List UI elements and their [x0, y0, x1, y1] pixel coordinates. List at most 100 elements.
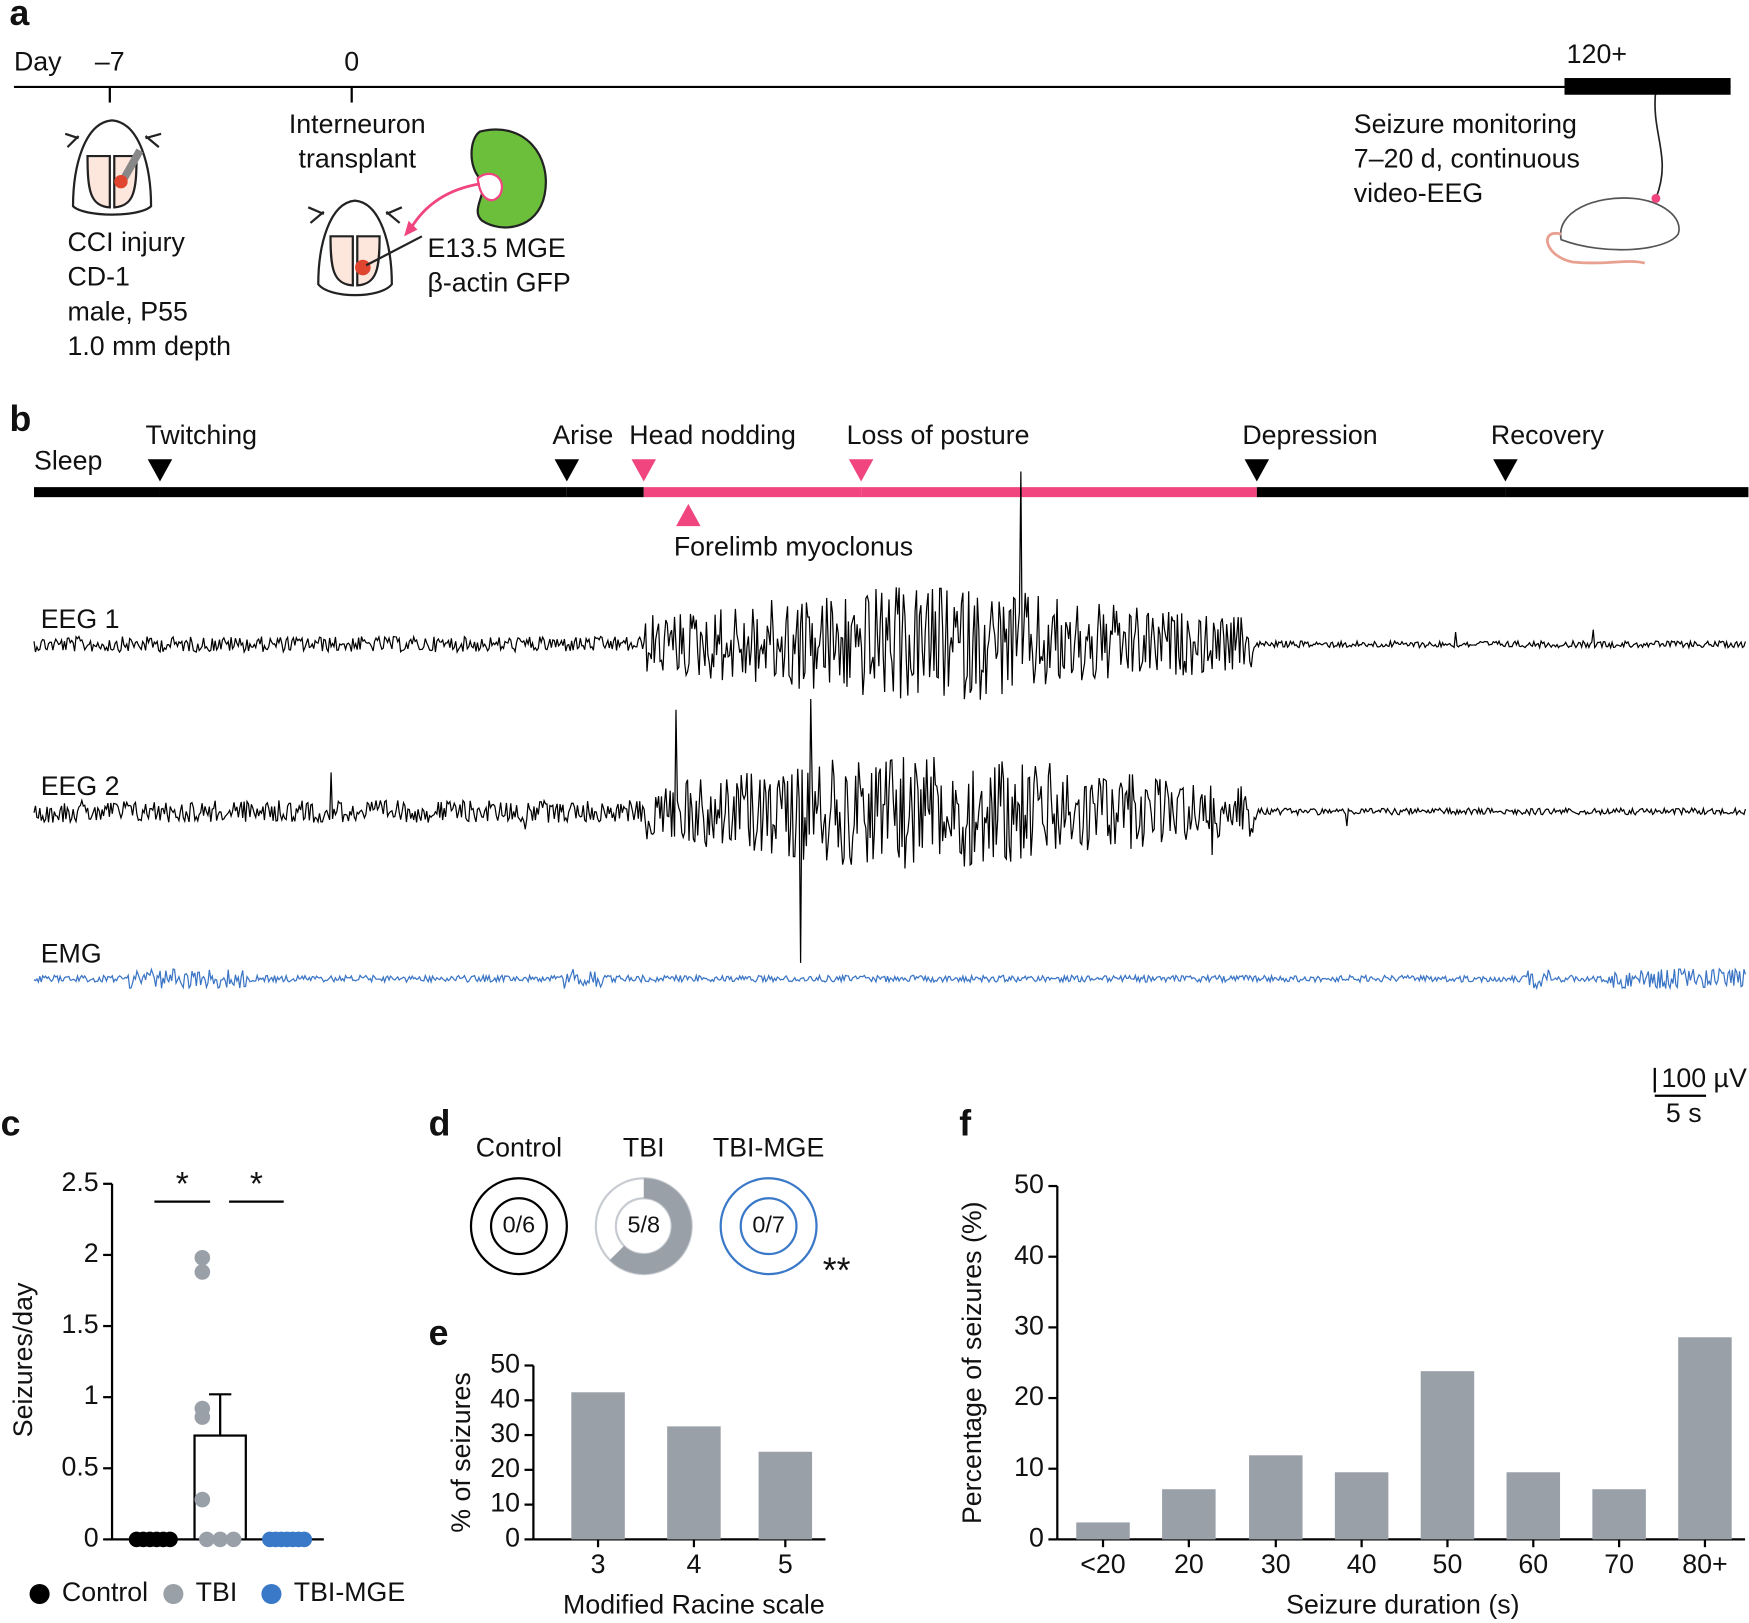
data-point [194, 1249, 211, 1266]
donut-inner [489, 1197, 548, 1256]
mouse-icon [1546, 89, 1680, 265]
panel-letter: b [9, 399, 31, 439]
state-segment [566, 487, 644, 498]
event-marker [631, 459, 657, 482]
y-axis-label: Seizures/day [8, 1282, 38, 1437]
trace-label: EEG 2 [41, 771, 120, 801]
y-tick-label: 0 [505, 1522, 520, 1552]
event-label: Loss of posture [847, 420, 1030, 450]
annotation: Seizure monitoring [1354, 109, 1577, 139]
y-tick-label: 10 [1014, 1452, 1044, 1482]
event-label: Depression [1242, 420, 1377, 450]
y-tick-label: 50 [1014, 1169, 1044, 1199]
event-marker [676, 503, 701, 527]
event-marker [1493, 459, 1518, 482]
y-tick-label: 20 [1014, 1381, 1044, 1411]
mouse-head-icon [64, 119, 162, 216]
y-tick-label: 0.5 [61, 1451, 98, 1481]
annotation: 7–20 d, continuous [1354, 144, 1580, 174]
bar [1420, 1371, 1475, 1540]
event-label: Head nodding [629, 420, 796, 450]
state-segment [159, 487, 567, 498]
donut-label: 0/7 [752, 1211, 785, 1237]
trace-label: EMG [41, 938, 102, 968]
x-axis-label: Seizure duration (s) [1286, 1589, 1519, 1619]
donut-label: 5/8 [627, 1211, 660, 1237]
x-tick-label: 30 [1261, 1549, 1291, 1579]
donut-segment [609, 1178, 692, 1275]
panel-letter: f [959, 1103, 971, 1143]
bar [1334, 1472, 1389, 1540]
y-tick-label: 2.5 [61, 1167, 98, 1197]
y-tick-label: 50 [490, 1349, 520, 1379]
x-tick-label: 5 [778, 1549, 793, 1579]
bar [1678, 1337, 1732, 1540]
legend-label: Control [62, 1577, 148, 1607]
annotation: CD-1 [67, 262, 129, 292]
x-tick-label: 60 [1518, 1549, 1548, 1579]
donut-label: 0/6 [503, 1211, 536, 1237]
legend-marker [163, 1583, 184, 1605]
data-point [194, 1264, 211, 1280]
scale-label: 5 s [1666, 1098, 1702, 1128]
group-label: TBI-MGE [713, 1132, 824, 1162]
significance-label: ** [823, 1250, 851, 1290]
bar [1592, 1489, 1646, 1540]
bar [1506, 1472, 1561, 1540]
y-tick-label: 1 [84, 1380, 99, 1410]
data-point [225, 1531, 242, 1548]
y-tick-label: 40 [1014, 1240, 1044, 1270]
day-tick-label: 120+ [1567, 39, 1627, 69]
panel-letter: e [429, 1313, 449, 1353]
legend-marker [29, 1583, 50, 1605]
state-segment [1505, 487, 1749, 498]
state-label: Sleep [34, 446, 102, 476]
donut-ring [469, 1177, 568, 1276]
mouse-head-icon [307, 199, 423, 297]
y-tick-label: 1.5 [61, 1309, 98, 1339]
state-segment [861, 487, 1257, 498]
significance-label: * [250, 1166, 263, 1203]
event-label: Forelimb myoclonus [674, 531, 913, 561]
legend-marker [261, 1583, 282, 1605]
event-label: Recovery [1491, 420, 1605, 450]
bar [1162, 1489, 1216, 1540]
annotation: male, P55 [67, 296, 187, 326]
trace [33, 699, 1747, 963]
bar [758, 1451, 813, 1540]
annotation: Interneuron [289, 109, 426, 139]
event-label: Arise [552, 420, 613, 450]
data-point [194, 1491, 211, 1508]
y-axis-label: Percentage of seizures (%) [957, 1201, 987, 1524]
bar [667, 1426, 721, 1540]
data-point [162, 1531, 178, 1548]
annotation: 1.0 mm depth [67, 331, 231, 361]
axis-label: Day [14, 47, 62, 77]
x-tick-label: 4 [686, 1549, 701, 1579]
bar [571, 1392, 625, 1540]
group-label: TBI [623, 1132, 665, 1162]
y-tick-label: 0 [1029, 1522, 1044, 1552]
x-tick-label: 80+ [1682, 1549, 1727, 1579]
mean-bar [193, 1434, 247, 1541]
panel-letter: c [1, 1103, 21, 1143]
monitoring-period [1564, 78, 1731, 95]
x-tick-label: 20 [1174, 1549, 1204, 1579]
annotation: transplant [299, 144, 417, 174]
panel-letter: d [429, 1103, 451, 1143]
donut-ring [719, 1177, 818, 1276]
y-tick-label: 30 [1014, 1310, 1044, 1340]
day-tick-label: 0 [344, 47, 359, 77]
event-marker [848, 459, 874, 482]
y-tick-label: 2 [84, 1238, 99, 1268]
data-point [296, 1531, 313, 1548]
y-tick-label: 40 [490, 1383, 520, 1413]
panel-letter: a [9, 0, 30, 33]
trace-label: EEG 1 [41, 604, 120, 634]
brain-slice-icon [404, 128, 547, 237]
bar [1076, 1522, 1130, 1540]
event-marker [147, 459, 173, 482]
event-marker [1244, 459, 1270, 482]
x-axis-label: Modified Racine scale [563, 1589, 825, 1619]
x-tick-label: 40 [1347, 1549, 1377, 1579]
